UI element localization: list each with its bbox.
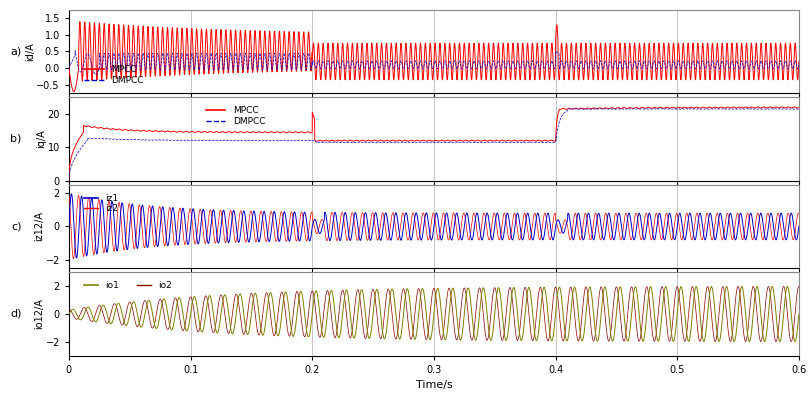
Legend: MPCC, DMPCC: MPCC, DMPCC xyxy=(81,62,148,89)
Y-axis label: id/A: id/A xyxy=(25,42,35,61)
Y-axis label: iz12/A: iz12/A xyxy=(34,211,44,241)
Y-axis label: io12/A: io12/A xyxy=(34,299,44,329)
Text: d): d) xyxy=(10,309,21,319)
Text: b): b) xyxy=(10,134,21,144)
Y-axis label: iq/A: iq/A xyxy=(36,130,46,149)
Legend: iz1, iz2: iz1, iz2 xyxy=(81,190,122,216)
Legend: MPCC, DMPCC: MPCC, DMPCC xyxy=(202,103,268,130)
Text: c): c) xyxy=(11,222,21,231)
Legend: io1, io2: io1, io2 xyxy=(81,278,175,294)
Text: a): a) xyxy=(11,46,21,57)
X-axis label: Time/s: Time/s xyxy=(415,380,453,390)
